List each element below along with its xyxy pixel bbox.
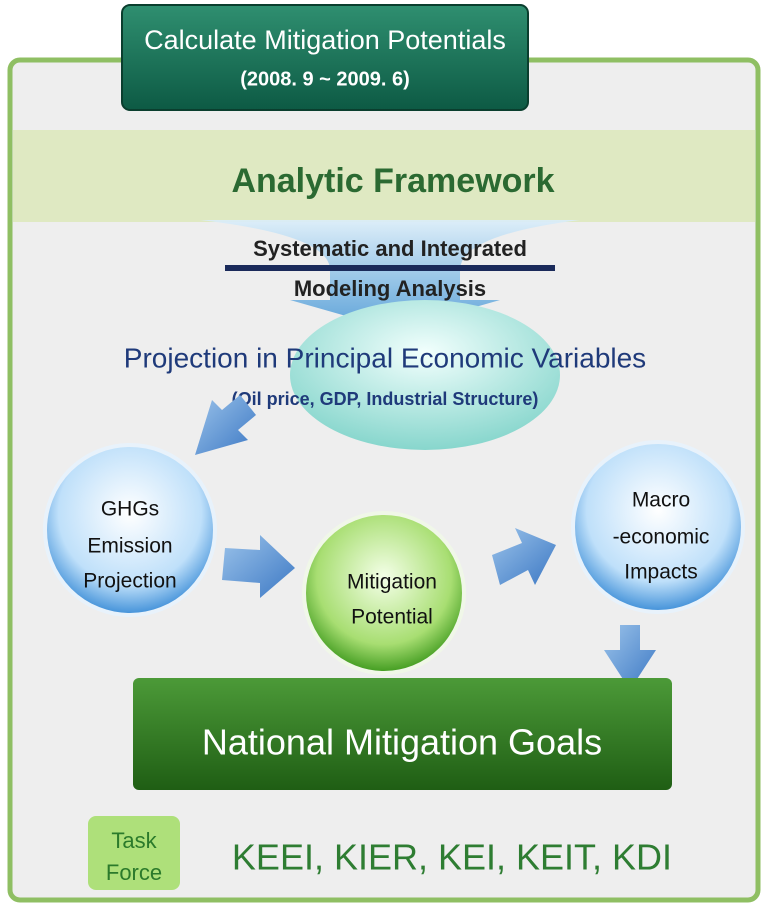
projection-ellipse [290, 300, 560, 450]
projection-subtitle: (Oil price, GDP, Industrial Structure) [232, 389, 539, 409]
header-period: (2008. 9 ~ 2009. 6) [240, 68, 410, 90]
arrow [195, 395, 256, 455]
arrow [604, 625, 656, 690]
task-force-members: KEEI, KIER, KEI, KEIT, KDI [232, 837, 672, 878]
funnel-arrow [200, 220, 580, 330]
header-title: Calculate Mitigation Potentials [144, 25, 506, 55]
node-circle [43, 443, 217, 617]
node-label: Potential [351, 606, 433, 629]
goal-box [133, 678, 672, 790]
node-label: GHGs [101, 498, 159, 521]
task-force-label: Task [111, 828, 157, 853]
method-line: Systematic and Integrated [253, 236, 527, 261]
node-label: Emission [87, 535, 172, 558]
node-label: Mitigation [347, 571, 437, 594]
framework-title: Analytic Framework [231, 162, 554, 200]
task-force-box [88, 816, 180, 890]
arrow [222, 535, 295, 598]
method-line: Modeling Analysis [294, 276, 486, 301]
node-label: Impacts [624, 561, 698, 584]
projection-title: Projection in Principal Economic Variabl… [124, 342, 646, 373]
node-label: Macro [632, 489, 690, 512]
header-box [121, 4, 529, 111]
funnel-shadow [225, 265, 555, 271]
node-circle [302, 511, 466, 675]
framework-band [13, 130, 755, 222]
node-circle [571, 440, 745, 614]
goal-text: National Mitigation Goals [202, 722, 602, 763]
node-label: Projection [83, 570, 176, 593]
node-label: -economic [613, 526, 710, 549]
arrow [492, 528, 556, 585]
task-force-label: Force [106, 860, 162, 885]
